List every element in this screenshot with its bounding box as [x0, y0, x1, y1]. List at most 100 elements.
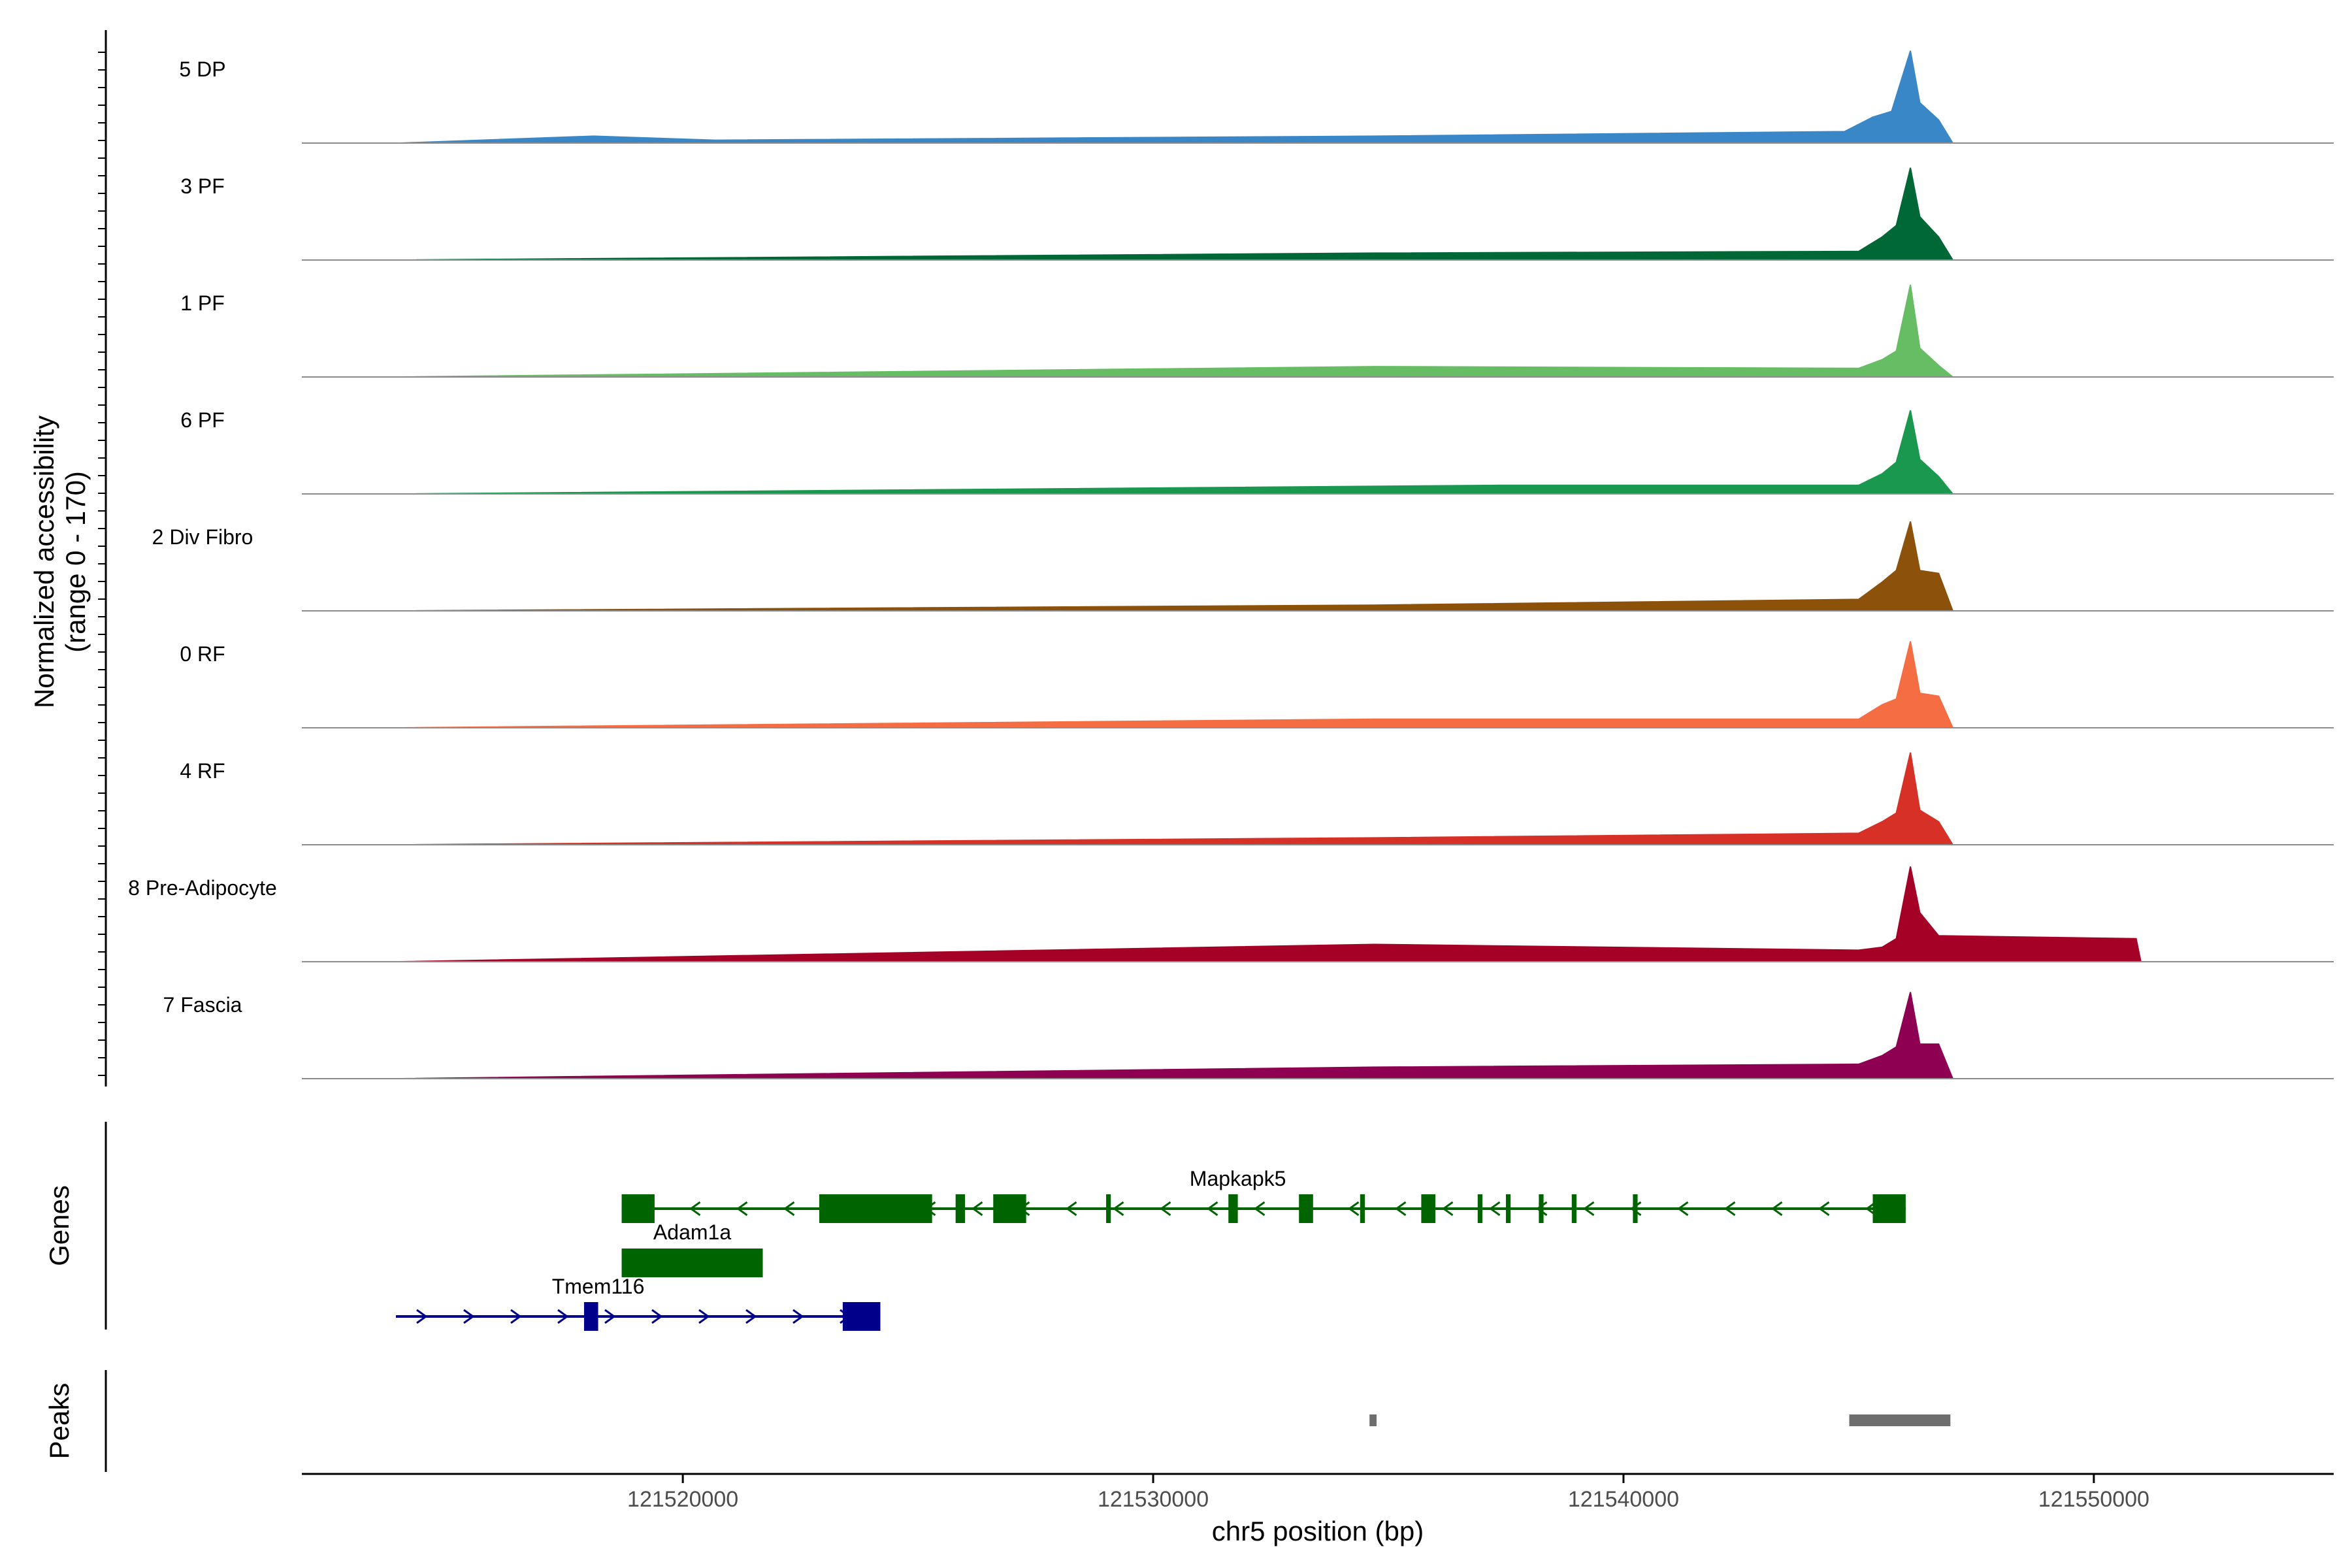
track-5-dp [302, 50, 2334, 144]
gene-tmem116: Tmem116 [395, 1275, 881, 1331]
track-7-fascia [302, 992, 2334, 1079]
strand-arrow-mapkapk5-7 [971, 1201, 983, 1217]
strand-arrow-mapkapk5-15 [1347, 1201, 1360, 1217]
strand-arrow-mapkapk5-1 [689, 1201, 701, 1217]
peaks-panel: Peaks [44, 1370, 1951, 1472]
track-area-8-pre-adipocyte [400, 866, 2142, 962]
strand-arrow-tmem116-8 [792, 1309, 804, 1324]
x-axis: 121520000 121530000 121540000 121550000 chr… [302, 1473, 2334, 1546]
exon-mapkapk5-3 [993, 1194, 1026, 1223]
gene-adam1a: Adam1a [621, 1220, 763, 1277]
strand-arrow-mapkapk5-25 [1818, 1201, 1830, 1217]
track-3-pf [302, 167, 2334, 261]
track-area-0-rf [400, 641, 1954, 728]
exon-mapkapk5-0 [621, 1194, 655, 1223]
exon-mapkapk5-7 [1360, 1194, 1365, 1223]
gene-label-adam1a: Adam1a [653, 1220, 731, 1244]
y-axis [98, 30, 107, 1086]
track-area-5-dp [400, 50, 1954, 144]
track-area-4-rf [400, 752, 1954, 845]
strand-arrow-mapkapk5-20 [1582, 1201, 1595, 1217]
track-1-pf [302, 284, 2334, 378]
track-area-2-div-fibro [400, 521, 1954, 612]
strand-arrow-mapkapk5-2 [736, 1201, 748, 1217]
exon-mapkapk5-11 [1539, 1194, 1544, 1223]
track-area-3-pf [400, 167, 1954, 261]
strand-arrow-tmem116-6 [698, 1309, 710, 1324]
strand-arrow-tmem116-3 [557, 1309, 569, 1324]
y-axis-title-line1: Normalized accessibility [29, 416, 59, 708]
track-label-2-div-fibro: 2 Div Fibro [152, 525, 253, 549]
exon-mapkapk5-1 [819, 1194, 932, 1223]
track-labels: 5 DP 3 PF 1 PF 6 PF 2 Div Fibro 0 RF 4 RF 8 Pre… [128, 57, 277, 1017]
gene-label-tmem116: Tmem116 [552, 1275, 645, 1298]
x-tick-label-2: 121540000 [1568, 1487, 1679, 1512]
track-6-pf [302, 410, 2334, 495]
strand-arrow-mapkapk5-10 [1112, 1201, 1124, 1217]
peak-regions [1369, 1414, 1951, 1426]
strand-arrow-mapkapk5-17 [1441, 1201, 1454, 1217]
track-label-4-rf: 4 RF [180, 759, 225, 783]
y-axis-title-line2: (range 0 - 170) [60, 471, 91, 653]
peak-1 [1849, 1414, 1951, 1426]
exon-mapkapk5-2 [955, 1194, 966, 1223]
exon-mapkapk5-5 [1228, 1194, 1238, 1223]
exon-adam1a-0 [621, 1249, 763, 1277]
track-label-1-pf: 1 PF [180, 291, 225, 315]
strand-arrow-tmem116-7 [745, 1309, 757, 1324]
track-label-5-dp: 5 DP [179, 57, 225, 81]
peaks-panel-title: Peaks [44, 1383, 74, 1460]
strand-arrow-mapkapk5-23 [1723, 1201, 1736, 1217]
genes-panel: Genes Mapkapk5 Adam1a Tmem116 [44, 1122, 1906, 1331]
y-axis-ticks [98, 52, 106, 1076]
gene-label-mapkapk5: Mapkapk5 [1190, 1167, 1286, 1190]
exon-mapkapk5-9 [1477, 1194, 1482, 1223]
strand-arrow-mapkapk5-18 [1488, 1201, 1501, 1217]
x-axis-title: chr5 position (bp) [1212, 1516, 1424, 1546]
x-tick-label-1: 121530000 [1098, 1487, 1209, 1512]
exon-mapkapk5-6 [1299, 1194, 1313, 1223]
strand-arrow-tmem116-4 [604, 1309, 616, 1324]
strand-arrow-mapkapk5-11 [1159, 1201, 1171, 1217]
track-label-3-pf: 3 PF [180, 174, 225, 198]
strand-arrow-mapkapk5-12 [1206, 1201, 1218, 1217]
strand-arrow-mapkapk5-24 [1771, 1201, 1783, 1217]
strand-arrow-mapkapk5-16 [1394, 1201, 1407, 1217]
track-area-1-pf [400, 284, 1955, 378]
track-8-pre-adipocyte [302, 866, 2334, 962]
strand-arrow-tmem116-1 [463, 1309, 475, 1324]
track-label-0-rf: 0 RF [180, 642, 225, 666]
exon-mapkapk5-8 [1421, 1194, 1435, 1223]
exon-tmem116-1 [842, 1302, 881, 1331]
x-tick-label-0: 121520000 [627, 1487, 738, 1512]
x-tick-label-3: 121550000 [2038, 1487, 2149, 1512]
exon-mapkapk5-10 [1505, 1194, 1511, 1223]
track-0-rf [302, 641, 2334, 728]
x-axis-ticks: 121520000 121530000 121540000 121550000 [627, 1474, 2149, 1512]
track-label-8-pre-adipocyte: 8 Pre-Adipocyte [128, 876, 277, 900]
strand-arrow-mapkapk5-22 [1676, 1201, 1689, 1217]
strand-arrow-mapkapk5-3 [783, 1201, 795, 1217]
strand-arrow-tmem116-5 [651, 1309, 663, 1324]
exon-mapkapk5-4 [1106, 1194, 1111, 1223]
coverage-tracks [302, 50, 2334, 1079]
strand-arrow-mapkapk5-21 [1629, 1201, 1642, 1217]
strand-arrow-mapkapk5-13 [1253, 1201, 1266, 1217]
track-label-7-fascia: 7 Fascia [163, 993, 242, 1017]
strand-arrow-tmem116-0 [416, 1309, 428, 1324]
exon-mapkapk5-12 [1571, 1194, 1576, 1223]
track-area-7-fascia [400, 992, 1954, 1079]
gene-models: Mapkapk5 Adam1a Tmem116 [395, 1167, 1906, 1331]
peak-0 [1369, 1414, 1377, 1426]
exon-tmem116-0 [583, 1302, 598, 1331]
track-area-6-pf [400, 410, 1955, 495]
genes-panel-title: Genes [44, 1185, 74, 1266]
track-4-rf [302, 752, 2334, 845]
track-label-6-pf: 6 PF [180, 408, 225, 432]
track-2-div-fibro [302, 521, 2334, 612]
exon-mapkapk5-13 [1633, 1194, 1638, 1223]
gene-mapkapk5: Mapkapk5 [621, 1167, 1906, 1223]
strand-arrow-mapkapk5-9 [1065, 1201, 1077, 1217]
exon-mapkapk5-14 [1872, 1194, 1906, 1223]
